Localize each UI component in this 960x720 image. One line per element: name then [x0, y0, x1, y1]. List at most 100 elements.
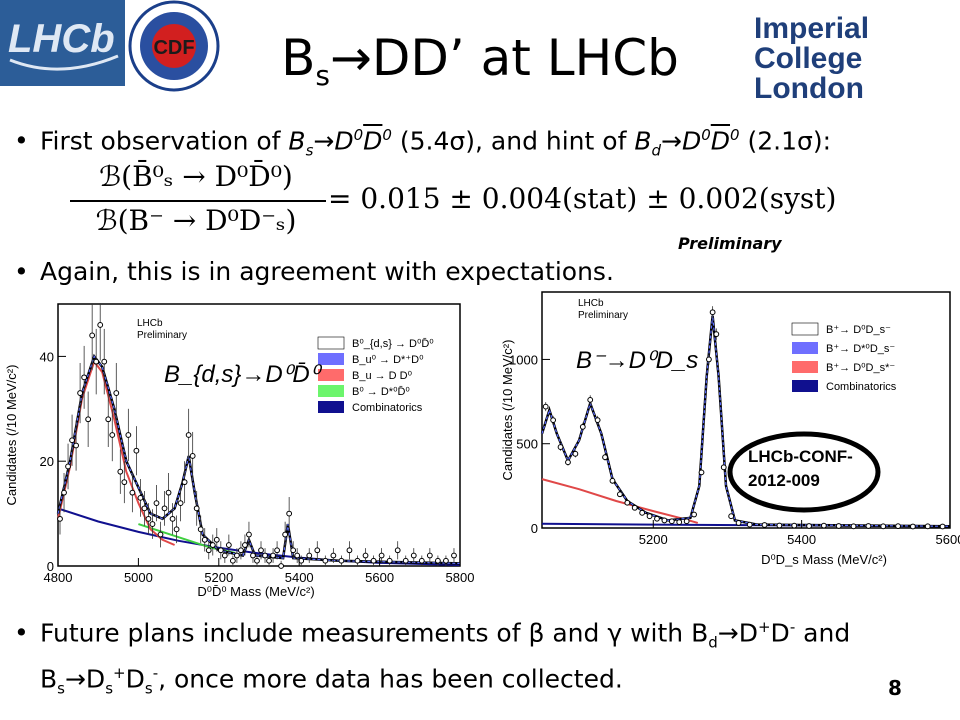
- p2-data-point: [924, 523, 931, 530]
- p1-data-point: [85, 416, 92, 423]
- p2-data-point: [565, 459, 571, 466]
- p1-xtick-label: 5000: [124, 570, 153, 585]
- p1-legend-swatch: [317, 336, 345, 350]
- p1-data-point: [386, 557, 393, 564]
- b1-sup0c: 0: [701, 126, 711, 144]
- b3-l2b: →D: [64, 664, 106, 694]
- plot2-xlabel: D⁰D_s Mass (MeV/c²): [761, 552, 887, 567]
- bullet-first-observation: • First observation of Bs→D0D0 (5.4σ), an…: [14, 120, 831, 166]
- bullet-dot: •: [14, 257, 29, 286]
- p1-xtick-label: 5400: [285, 570, 314, 585]
- p1-ytick-label: 40: [40, 349, 54, 364]
- p1-data-point: [294, 552, 301, 559]
- p2-legend-swatch: [792, 380, 818, 392]
- p2-ytick-label: 0: [531, 521, 538, 536]
- formula-numerator: ℬ(B̄⁰ₛ → D⁰D̄⁰): [99, 160, 293, 193]
- p2-data-point: [683, 518, 690, 525]
- p1-legend-label: B_u⁰ → D*⁺D⁰: [352, 354, 424, 366]
- p1-data-point: [201, 536, 208, 543]
- p1-data-point: [149, 521, 156, 527]
- p1-data-point: [402, 557, 409, 564]
- p1-xtick-label: 5800: [446, 570, 475, 585]
- p2-data-point: [654, 515, 660, 522]
- bullet-future-plans: • Future plans include measurements of β …: [14, 612, 944, 705]
- p1-data-point: [394, 547, 401, 554]
- b3-l1d: and: [795, 618, 851, 648]
- p1-data-point: [173, 526, 180, 533]
- p2-xtick-label: 5200: [639, 532, 668, 547]
- cdf-logo-text: CDF: [153, 37, 194, 59]
- p1-data-point: [101, 358, 108, 365]
- p1-data-point: [354, 557, 361, 564]
- p1-data-point: [93, 358, 100, 365]
- plot1-overlay-label: B_{d,s}→D⁰D̄⁰: [164, 361, 323, 388]
- plot2-ylabel: Candidates (/10 MeV/c²): [500, 340, 515, 481]
- p2-legend-swatch: [792, 342, 818, 354]
- p2-xtick-label: 5600: [936, 532, 960, 547]
- p1-data-point: [426, 552, 433, 559]
- p1-data-point: [306, 552, 313, 559]
- preliminary-label: Preliminary: [678, 234, 782, 253]
- p1-data-point: [73, 442, 79, 449]
- p2-data-point: [609, 477, 616, 484]
- p2-data-point: [639, 509, 646, 516]
- b3-sub-d: d: [708, 633, 718, 652]
- p2-legend-label: B⁺→ D⁰D_s*⁻: [826, 362, 895, 374]
- title-pre: B: [281, 29, 316, 87]
- p2-data-point: [820, 522, 827, 529]
- p1-data-point: [410, 552, 417, 559]
- plot2-overlay-label: B⁻→D⁰D_s: [576, 347, 698, 374]
- p1-data-point: [57, 515, 63, 522]
- b3-line1: • Future plans include measurements of β …: [14, 612, 944, 658]
- p1-data-point: [274, 547, 280, 554]
- b3-line2: Bs→Ds+Ds-, once more data has been colle…: [14, 658, 944, 704]
- p1-data-point: [157, 531, 164, 538]
- p1-data-point: [121, 479, 128, 486]
- p2-data-point: [761, 522, 768, 528]
- plot1-frame: [57, 303, 461, 567]
- formula-result: = 0.015 ± 0.004(stat) ± 0.002(syst): [328, 182, 837, 215]
- p1-data-point: [258, 547, 264, 554]
- b1-dbar2: D: [710, 126, 731, 156]
- p1-legend-swatch: [318, 353, 344, 365]
- bullet-agreement: • Again, this is in agreement with expect…: [14, 256, 614, 287]
- plot-b-d0ds: 5200 5400 5600 0 500 1000 D⁰D_s Mass (MeV/c²…: [500, 291, 960, 567]
- plot2-preliminary-label: Preliminary: [578, 310, 628, 321]
- b3-l2s3: s: [144, 679, 153, 698]
- p1-data-point: [77, 390, 84, 396]
- p2-data-point: [691, 511, 697, 518]
- b3-sup-minus: -: [789, 618, 796, 636]
- p1-data-point: [238, 547, 244, 554]
- p1-data-point: [69, 437, 75, 444]
- b1-mid1: →D: [313, 126, 354, 156]
- p1-data-point: [81, 374, 88, 381]
- p1-data-point: [217, 547, 224, 554]
- plot1-lhcb-label: LHCb: [137, 318, 163, 329]
- p2-data-point: [850, 523, 857, 530]
- p2-data-point: [939, 523, 946, 530]
- b3-l2s2: s: [105, 679, 114, 698]
- p2-data-point: [895, 523, 901, 530]
- bullet-dot: •: [14, 618, 29, 648]
- b3-l2sup: +: [113, 664, 126, 683]
- p1-data-point: [189, 453, 196, 459]
- p2-data-point: [616, 491, 623, 498]
- lhcb-logo-graphic: LHCb: [0, 0, 125, 86]
- b3-l2s: s: [57, 679, 65, 698]
- p1-legend-label: B_u → D D⁰: [352, 370, 413, 382]
- p2-data-point: [676, 519, 683, 526]
- p2-legend-swatch: [792, 361, 818, 373]
- p1-data-point: [145, 515, 152, 522]
- p1-xtick-label: 5600: [365, 570, 394, 585]
- p2-legend-swatch: [791, 322, 819, 336]
- p2-data-point: [720, 464, 727, 471]
- p1-data-point: [282, 531, 289, 538]
- p1-legend-swatch: [318, 401, 344, 413]
- b3-l1c: D: [770, 618, 790, 648]
- plot2-lhcb-label: LHCb: [578, 298, 604, 309]
- p2-data-point: [706, 356, 712, 363]
- p1-xtick-label: 5200: [204, 570, 233, 585]
- p1-data-point: [250, 552, 256, 559]
- p2-data-point: [572, 450, 579, 457]
- p1-data-point: [242, 542, 248, 548]
